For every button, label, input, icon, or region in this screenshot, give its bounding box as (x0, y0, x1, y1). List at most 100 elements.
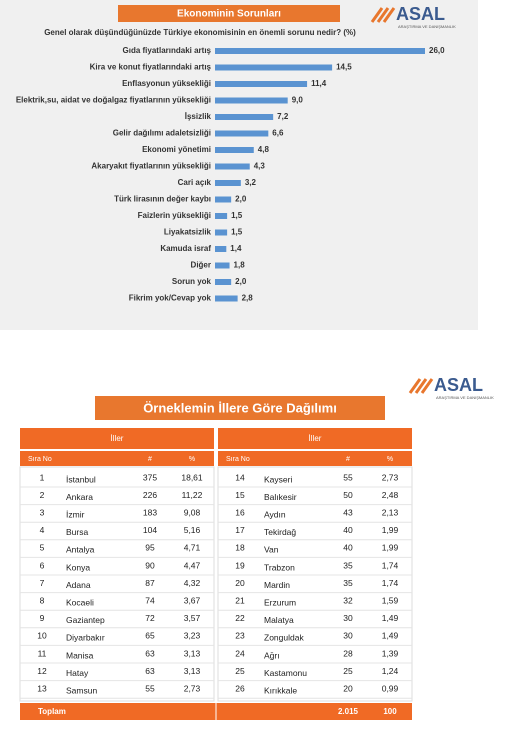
table-cell: Ankara (66, 492, 93, 502)
category-label: Ekonomi yönetimi (142, 145, 211, 154)
logo: ASAL ARAŞTIRMA VE DANIŞMANLIK (370, 4, 456, 29)
table-cell: Balıkesir (264, 492, 297, 502)
table-cell: 65 (145, 631, 155, 641)
table-cell: 22 (235, 613, 245, 623)
table-cell: 95 (145, 543, 155, 553)
table-cell: 1,24 (382, 666, 399, 676)
table-cell: 18 (235, 543, 245, 553)
bar (215, 147, 254, 153)
category-label: Faizlerin yüksekliği (138, 211, 211, 220)
bar (215, 130, 269, 137)
category-label: Cari açık (178, 178, 212, 187)
table-cell: Samsun (66, 685, 97, 695)
column-header: # (346, 456, 350, 463)
table-cell: 3,57 (184, 613, 201, 623)
table-cell: 1,49 (382, 613, 399, 623)
table-cell: 40 (343, 525, 353, 535)
table-cell: Mardin (264, 580, 290, 590)
table-cell: 30 (343, 613, 353, 623)
table-cell: 1,99 (382, 525, 399, 535)
group-header: İller (111, 434, 124, 443)
logo-mark (370, 7, 396, 23)
table-cell: 9,08 (184, 507, 201, 517)
table-cell: 5 (40, 543, 45, 553)
table-cell: 1,49 (382, 631, 399, 641)
table-cell: 11 (38, 648, 47, 658)
table-cell: 8 (40, 595, 45, 605)
bar (215, 81, 308, 87)
table-cell: 3,13 (184, 648, 201, 658)
value-label: 9,0 (292, 96, 304, 105)
value-label: 1,8 (234, 261, 246, 270)
table-cell: 87 (145, 578, 155, 588)
value-label: 7,2 (277, 112, 289, 121)
value-label: 1,4 (230, 244, 242, 253)
bar (215, 262, 230, 269)
table-cell: Ağrı (264, 650, 280, 660)
table-cell: 21 (235, 595, 245, 605)
table-cell: 74 (145, 595, 155, 605)
table-cell: 1,99 (382, 543, 399, 553)
category-label: Diğer (191, 261, 211, 270)
table-cell: Van (264, 545, 279, 555)
table-cell: Aydın (264, 509, 286, 519)
table-cell: 226 (143, 490, 157, 500)
table-cell: Malatya (264, 615, 294, 625)
table-cell: 6 (40, 560, 45, 570)
title-bar (118, 5, 340, 22)
logo-mark (408, 378, 434, 394)
category-label: Liyakatsizlik (164, 228, 212, 237)
total-label: Toplam (38, 707, 66, 716)
value-label: 1,5 (231, 228, 243, 237)
table-body (19, 466, 215, 702)
table-cell: 3,67 (184, 595, 201, 605)
table-cell: Tekirdağ (264, 527, 296, 537)
category-label: İşsizlik (185, 112, 212, 121)
group-header: İller (309, 434, 322, 443)
table-cell: Diyarbakır (66, 633, 105, 643)
table-cell: 55 (343, 472, 353, 482)
table-cell: 40 (343, 543, 353, 553)
table-cell: 20 (235, 578, 245, 588)
table-cell: 4,71 (184, 543, 201, 553)
table-cell: 0,99 (382, 683, 399, 693)
table-cell: 63 (145, 648, 155, 658)
table-cell: İzmir (66, 509, 85, 519)
logo-tagline: ARAŞTIRMA VE DANIŞMANLIK (436, 395, 494, 400)
table-cell: 9 (40, 613, 45, 623)
category-label: Sorun yok (172, 277, 212, 286)
table-cell: 2 (40, 490, 45, 500)
bar (215, 229, 228, 236)
table-cell: 14 (235, 472, 245, 482)
chart-subtitle: Genel olarak düşündüğünüzde Türkiye ekon… (44, 28, 356, 37)
bar (215, 295, 238, 302)
table-cell: 30 (343, 631, 353, 641)
category-label: Fikrim yok/Cevap yok (129, 294, 212, 303)
value-label: 2,0 (235, 195, 247, 204)
table-cell: 13 (37, 683, 47, 693)
column-header: Sıra No (28, 456, 52, 463)
table-cell: 5,16 (184, 525, 201, 535)
table-cell: Kırıkkale (264, 685, 297, 695)
table-cell: 12 (37, 666, 47, 676)
table-cell: 2,13 (382, 507, 399, 517)
table-title-bar (95, 396, 385, 420)
bar (215, 213, 228, 219)
total-percent: 100 (383, 707, 397, 716)
table-cell: 25 (235, 666, 245, 676)
table-cell: Erzurum (264, 597, 296, 607)
table-body (217, 466, 413, 702)
table-cell: Kocaeli (66, 597, 94, 607)
table-cell: 26 (235, 683, 245, 693)
logo-tagline: ARAŞTIRMA VE DANIŞMANLIK (398, 24, 456, 29)
table-cell: Hatay (66, 668, 89, 678)
category-label: Gelir dağılımı adaletsizliği (113, 129, 211, 138)
table-cell: 24 (235, 648, 245, 658)
value-label: 1,5 (231, 211, 243, 220)
table-cell: 1,59 (382, 595, 399, 605)
table-cell: 20 (343, 683, 353, 693)
logo-name: ASAL (396, 4, 445, 24)
table-cell: 2,48 (382, 490, 399, 500)
bar (215, 48, 425, 54)
table-cell: 3 (40, 507, 45, 517)
